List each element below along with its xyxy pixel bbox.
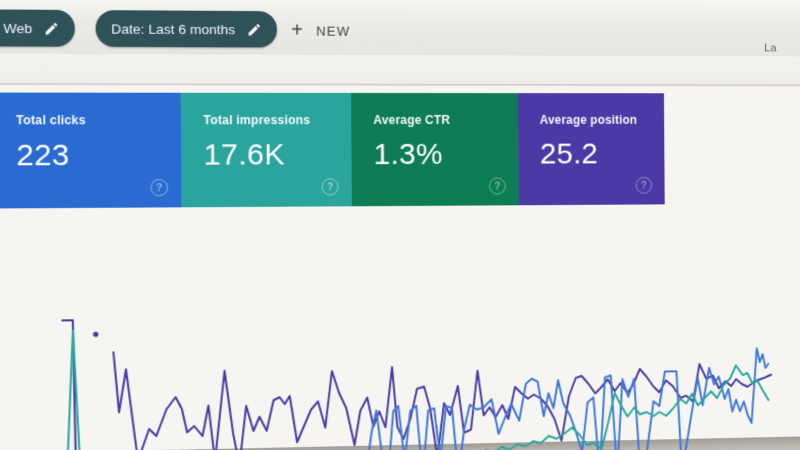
search-type-chip[interactable]: type: Web (0, 8, 76, 47)
date-range-chip[interactable]: Date: Last 6 months (95, 10, 277, 48)
card-value: 17.6K (203, 138, 286, 172)
filter-bar: type: Web Date: Last 6 months + NEW La (0, 0, 800, 57)
card-total-clicks[interactable]: Total clicks 223 ? (0, 92, 182, 209)
performance-chart: 2/24/193/10/193/24/194/7/194/21/195/5/19… (0, 207, 800, 450)
card-total-impressions[interactable]: Total impressions 17.6K ? (180, 92, 352, 208)
card-label: Average CTR (373, 112, 451, 128)
performance-content: Total clicks 223 ? Total impressions 17.… (0, 85, 800, 450)
search-type-chip-label: type: Web (0, 20, 33, 36)
help-icon[interactable]: ? (488, 177, 506, 195)
card-value: 1.3% (373, 137, 444, 172)
help-icon[interactable]: ? (635, 176, 653, 194)
last-updated-text: La (764, 42, 777, 55)
card-label: Total clicks (16, 113, 86, 128)
new-filter-label: NEW (316, 23, 351, 39)
edit-icon (248, 23, 260, 35)
card-label: Average position (539, 112, 638, 127)
x-axis-labels: 2/24/193/10/193/24/194/7/194/21/195/5/19… (0, 207, 800, 212)
card-average-position[interactable]: Average position 25.2 ? (517, 93, 665, 206)
series-dot (93, 331, 99, 337)
card-value: 25.2 (539, 137, 599, 171)
plus-icon: + (291, 19, 304, 42)
header-divider-bar (0, 53, 800, 86)
card-value: 223 (16, 138, 70, 173)
help-icon[interactable]: ? (321, 178, 339, 196)
card-label: Total impressions (203, 113, 311, 128)
help-icon[interactable]: ? (150, 179, 169, 197)
metric-cards-row: Total clicks 223 ? Total impressions 17.… (0, 92, 665, 209)
edit-icon (45, 22, 58, 35)
date-range-chip-label: Date: Last 6 months (111, 20, 236, 37)
performance-chart-svg (17, 305, 786, 450)
card-average-ctr[interactable]: Average CTR 1.3% ? (351, 92, 519, 207)
new-filter-button[interactable]: + NEW (291, 16, 350, 44)
